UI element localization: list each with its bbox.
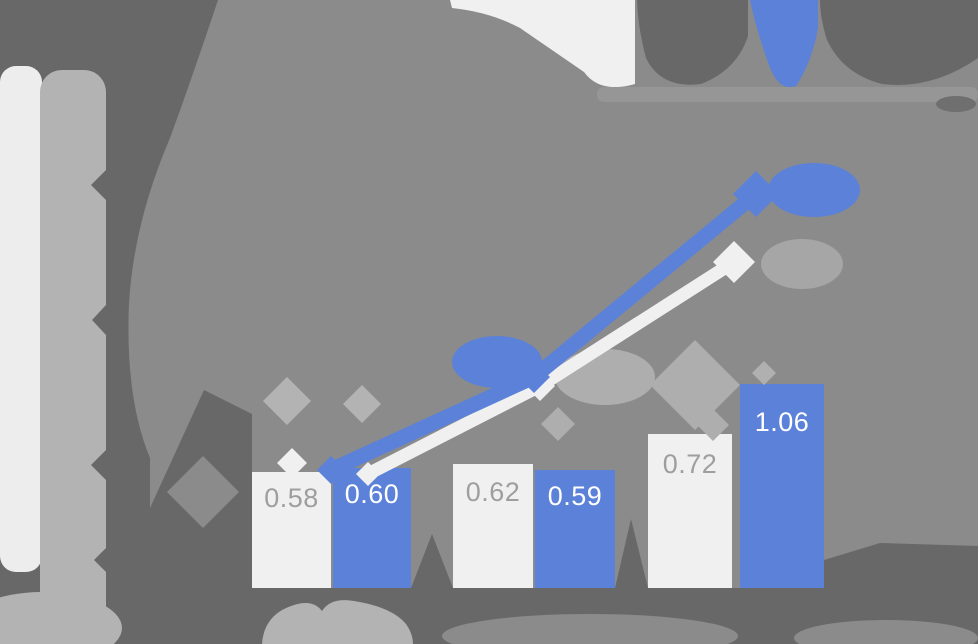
legend-label-b-blob xyxy=(820,0,978,85)
bar-group3-blue: 1.06 xyxy=(740,384,824,588)
bar-group1-light: 0.58 xyxy=(252,472,331,588)
legend-subtitle-tail-blob xyxy=(936,96,976,112)
bar-group2-light: 0.62 xyxy=(453,464,533,588)
y-axis-notch xyxy=(91,450,121,480)
x-axis-label-blob xyxy=(262,600,413,644)
dark-gap-blob xyxy=(411,534,453,588)
bar-value-label: 0.62 xyxy=(465,477,521,507)
bar-value-label: 0.72 xyxy=(662,449,718,479)
background-blob xyxy=(167,456,239,528)
y-axis-notch xyxy=(94,547,120,573)
legend-label-a-blob xyxy=(637,0,748,85)
legend-swatch-light-blob xyxy=(450,0,635,88)
y-axis-labels-blob xyxy=(40,70,106,644)
background-blob xyxy=(794,620,978,644)
background-blob xyxy=(442,614,738,644)
bar-value-label: 0.60 xyxy=(344,479,400,509)
y-axis-notch xyxy=(92,305,120,335)
legend-swatch-blue xyxy=(750,0,818,88)
bar-group1-blue: 0.60 xyxy=(333,468,411,588)
y-axis-notch xyxy=(91,170,121,200)
dark-region-right-of-bars xyxy=(824,543,978,644)
bar-group2-blue: 0.59 xyxy=(535,470,615,588)
dark-gap-blob xyxy=(615,519,648,588)
bar-value-label: 1.06 xyxy=(754,407,810,437)
bar-value-label: 0.58 xyxy=(264,483,319,513)
legend-subtitle-blob xyxy=(597,87,978,102)
bar-group3-light: 0.72 xyxy=(648,434,732,588)
y-axis-edge-strip xyxy=(0,66,42,572)
bar-value-label: 0.59 xyxy=(547,481,603,511)
